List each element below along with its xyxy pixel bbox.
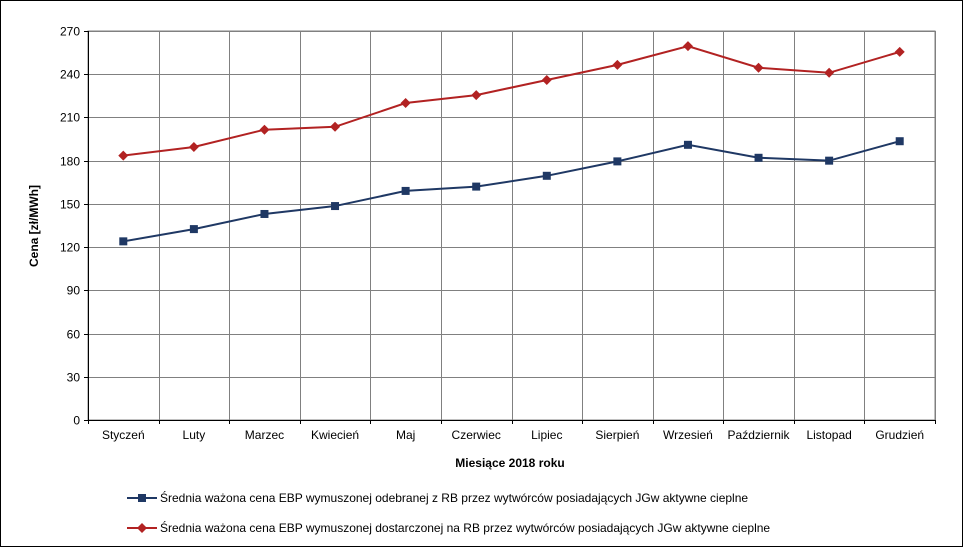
legend-entry-2: Średnia ważona cena EBP wymuszonej dosta… [127, 520, 770, 535]
y-tick-label: 210 [60, 111, 80, 125]
data-point [754, 153, 763, 162]
data-point [472, 182, 481, 191]
data-point [401, 186, 410, 195]
series-1 [119, 137, 904, 246]
data-point [188, 141, 199, 152]
data-point [895, 137, 904, 146]
x-tick-label: Grudzień [875, 428, 924, 442]
data-point [542, 171, 551, 180]
x-tick-label: Marzec [245, 428, 284, 442]
data-point [825, 156, 834, 165]
series-line [123, 140, 900, 243]
data-point [400, 98, 411, 109]
data-point [331, 202, 340, 211]
x-tick-label: Sierpień [595, 428, 639, 442]
x-tick-label: Czerwiec [452, 428, 501, 442]
y-tick-label: 120 [60, 241, 80, 255]
x-tick-label: Luty [183, 428, 206, 442]
x-tick-label: Listopad [806, 428, 851, 442]
data-point [471, 90, 482, 101]
axes: 0 30 60 90 120 150 180 210 240 270 Styczeń Luty Marz… [60, 25, 936, 442]
data-point [189, 225, 198, 234]
data-point [894, 46, 905, 57]
data-point [541, 74, 552, 85]
y-tick-label: 240 [60, 68, 80, 82]
x-tick-label: Lipiec [531, 428, 562, 442]
data-point [682, 41, 693, 52]
grid [87, 30, 936, 421]
legend-label: Średnia ważona cena EBP wymuszonej dosta… [160, 520, 770, 535]
y-tick-label: 150 [60, 198, 80, 212]
x-tick-label: Maj [396, 428, 415, 442]
y-axis-title: Cena [zł/MWh] [27, 185, 41, 267]
data-point [259, 124, 270, 135]
y-tick-label: 60 [67, 328, 81, 342]
data-point [613, 157, 622, 166]
series [118, 41, 905, 246]
data-point [260, 209, 269, 218]
x-tick-label: Wrzesień [663, 428, 713, 442]
series-2 [118, 41, 905, 161]
data-point [118, 150, 129, 161]
legend-marker [138, 494, 146, 502]
data-point [683, 140, 692, 149]
data-point [824, 67, 835, 78]
legend: Średnia ważona cena EBP wymuszonej odebr… [127, 490, 770, 535]
legend-label: Średnia ważona cena EBP wymuszonej odebr… [160, 490, 748, 505]
y-tick-label: 30 [67, 371, 81, 385]
x-tick-label: Styczeń [102, 428, 145, 442]
y-tick-label: 180 [60, 155, 80, 169]
x-axis-title: Miesiące 2018 roku [455, 456, 564, 470]
legend-marker [137, 523, 147, 533]
y-tick-label: 270 [60, 25, 80, 39]
data-point [612, 59, 623, 70]
y-tick-label: 0 [73, 414, 80, 428]
data-point [330, 121, 341, 132]
x-tick-label: Kwiecień [311, 428, 359, 442]
data-point [119, 237, 128, 246]
legend-entry-1: Średnia ważona cena EBP wymuszonej odebr… [127, 490, 748, 505]
series-line [123, 45, 900, 157]
y-tick-label: 90 [67, 284, 81, 298]
data-point [753, 62, 764, 73]
x-tick-label: Październik [728, 428, 791, 442]
